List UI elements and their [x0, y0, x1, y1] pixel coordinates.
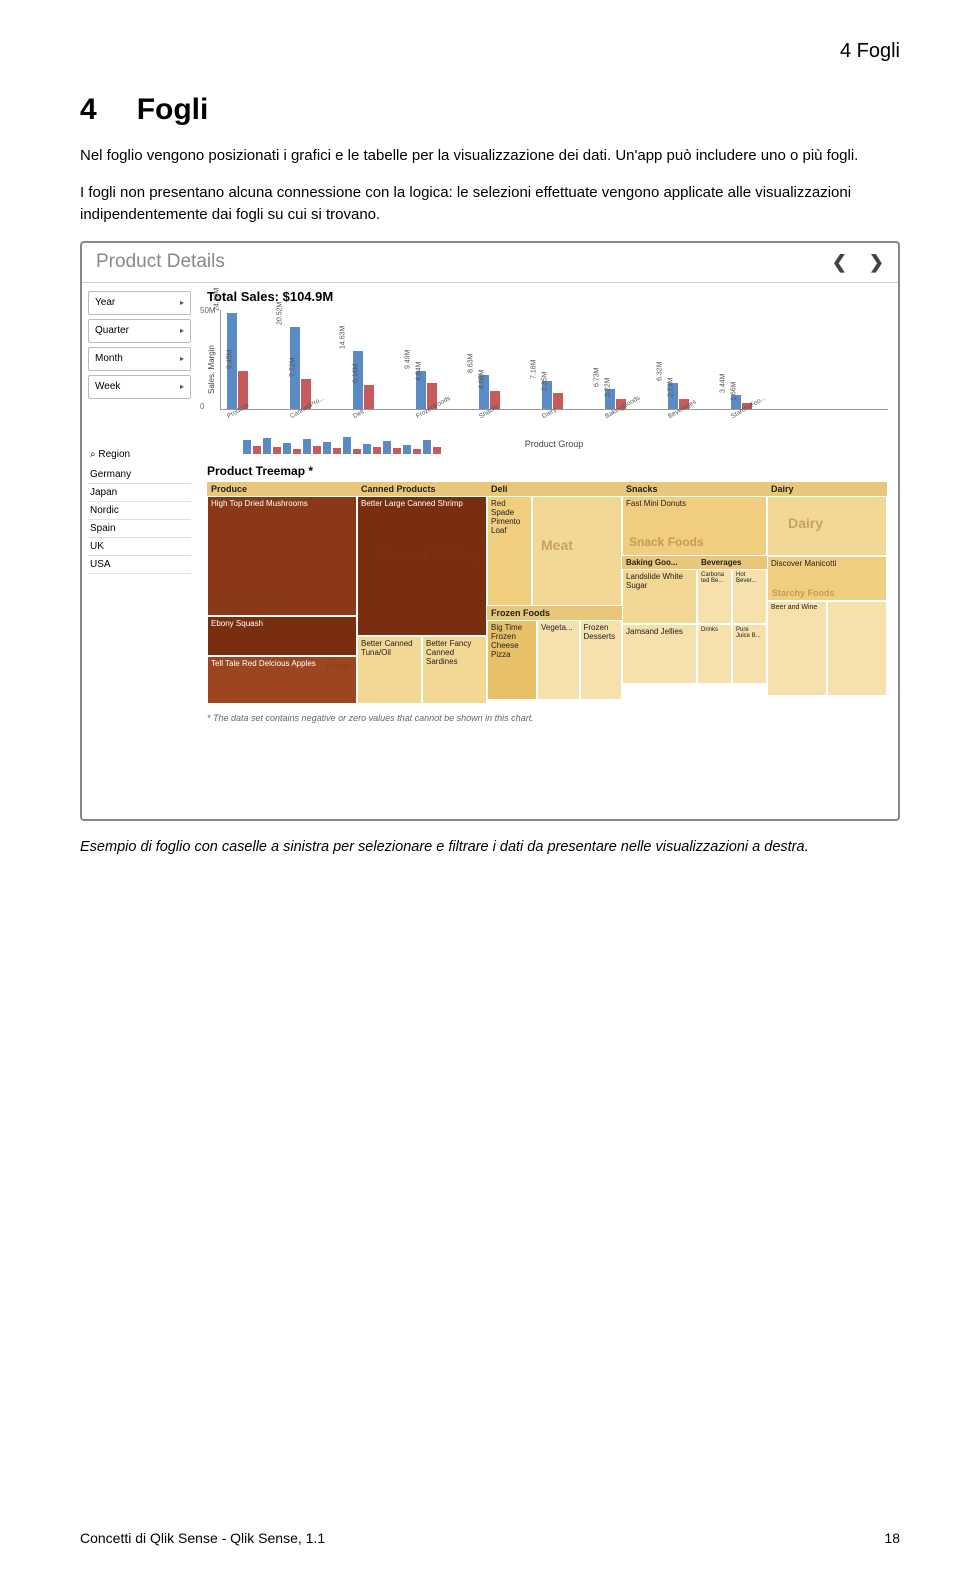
- tm-head-snacks: Snacks: [622, 482, 767, 496]
- region-list: GermanyJapanNordicSpainUKUSA: [88, 466, 191, 574]
- filter-panel: Year▸ Quarter▸ Month▸ Week▸ ⌕ Region German…: [82, 283, 197, 821]
- tm-cell[interactable]: Better Large Canned Shrimp Canned Shrimp: [357, 496, 487, 636]
- tm-ghost-label: Vegetables: [214, 595, 287, 611]
- sheet-title: Product Details: [96, 251, 225, 273]
- footer-doc-title: Concetti di Qlik Sense - Qlik Sense, 1.1: [80, 1530, 325, 1546]
- footer-page-number: 18: [884, 1530, 900, 1546]
- bar-group[interactable]: 14.63M6.16M: [353, 351, 374, 409]
- bar-chart: Sales, Margin 50M 0 24.16M9.45M20.52M7.7…: [207, 310, 888, 430]
- screenshot-figure: Product Details ❮ ❯ Year▸ Quarter▸ Month▸ W…: [80, 241, 900, 821]
- region-item[interactable]: Nordic: [88, 502, 191, 520]
- tm-label: High Top Dried Mushrooms: [211, 499, 308, 508]
- visualizations-area: Total Sales: $104.9M Sales, Margin 50M 0…: [197, 283, 898, 821]
- tm-cell[interactable]: Tell Tale Red Delcious Apples Fruit: [207, 656, 357, 704]
- y-axis-label: Sales, Margin: [207, 310, 216, 430]
- tm-ghost-label: Canned Shrimp: [376, 547, 479, 563]
- tm-cell[interactable]: Vegeta...: [537, 620, 580, 700]
- kpi-total-sales: Total Sales: $104.9M: [207, 289, 888, 304]
- tm-label: Fast Mini Donuts: [626, 499, 686, 508]
- section-number: 4: [80, 93, 97, 127]
- mini-bar: [413, 449, 421, 454]
- bar-group[interactable]: 8.63M4.05M: [479, 375, 500, 409]
- mini-bar: [293, 449, 301, 454]
- tm-cell[interactable]: Drinks: [697, 624, 732, 684]
- figure-caption: Esempio di foglio con caselle a sinistra…: [80, 837, 900, 857]
- section-heading: 4 Fogli: [80, 93, 900, 127]
- region-item[interactable]: Spain: [88, 520, 191, 538]
- tm-ghost-label: Snack Foods: [629, 535, 704, 549]
- tm-head-produce: Produce: [207, 482, 357, 496]
- region-item[interactable]: UK: [88, 538, 191, 556]
- tm-cell[interactable]: [827, 601, 887, 696]
- tm-cell[interactable]: Hot Bever...: [732, 569, 767, 624]
- tm-ghost-label: Starchy Foods: [772, 588, 835, 598]
- filter-quarter[interactable]: Quarter▸: [88, 319, 191, 343]
- tm-cell[interactable]: Discover Manicotti Starchy Foods: [767, 556, 887, 601]
- page-footer: Concetti di Qlik Sense - Qlik Sense, 1.1…: [80, 1530, 900, 1546]
- tm-head-frozen: Frozen Foods: [487, 606, 622, 620]
- running-header: 4 Fogli: [80, 40, 900, 63]
- tm-cell[interactable]: Ebony Squash: [207, 616, 357, 656]
- tm-cell[interactable]: Better Fancy Canned Sardines: [422, 636, 487, 704]
- tm-cell[interactable]: High Top Dried Mushrooms Vegetables: [207, 496, 357, 616]
- tm-ghost-label: Fruit: [326, 661, 350, 673]
- paragraph-2: I fogli non presentano alcuna connession…: [80, 182, 900, 227]
- tm-cell[interactable]: Dairy: [767, 496, 887, 556]
- filter-month[interactable]: Month▸: [88, 347, 191, 371]
- treemap-title: Product Treemap *: [207, 464, 888, 478]
- tm-cell[interactable]: Frozen Desserts: [580, 620, 623, 700]
- prev-sheet-icon[interactable]: ❮: [832, 252, 847, 273]
- region-item[interactable]: Japan: [88, 484, 191, 502]
- tm-cell[interactable]: Meat: [532, 496, 622, 606]
- tm-head-canned: Canned Products: [357, 482, 487, 496]
- tm-cell[interactable]: Big Time Frozen Cheese Pizza: [487, 620, 537, 700]
- mini-bar: [353, 449, 361, 454]
- tm-label: Better Large Canned Shrimp: [361, 499, 463, 508]
- tm-head-bev: Beverages: [697, 556, 767, 569]
- bar-group[interactable]: 24.16M9.45M: [227, 313, 248, 409]
- tm-cell[interactable]: Better Canned Tuna/Oil: [357, 636, 422, 704]
- tm-cell[interactable]: Fast Mini Donuts Snack Foods: [622, 496, 767, 556]
- tm-head-deli: Deli: [487, 482, 622, 496]
- tm-ghost-label: Dairy: [788, 515, 823, 531]
- tm-cell[interactable]: Red Spade Pimento Loaf: [487, 496, 532, 606]
- treemap: Produce High Top Dried Mushrooms Vegetab…: [207, 482, 887, 707]
- tm-label: Landslide White Sugar: [626, 572, 683, 590]
- region-search-label: ⌕ Region: [90, 449, 191, 460]
- sheet-header: Product Details ❮ ❯: [82, 243, 898, 283]
- tm-label: Tell Tale Red Delcious Apples: [211, 659, 316, 668]
- tm-cell[interactable]: Carbona ted Be...: [697, 569, 732, 624]
- tm-cell[interactable]: Pure Juice B...: [732, 624, 767, 684]
- region-item[interactable]: USA: [88, 556, 191, 574]
- tm-head-baking: Baking Goo...: [622, 556, 697, 569]
- paragraph-1: Nel foglio vengono posizionati i grafici…: [80, 145, 900, 168]
- next-sheet-icon[interactable]: ❯: [869, 252, 884, 273]
- section-title-text: Fogli: [137, 93, 209, 126]
- filter-week[interactable]: Week▸: [88, 375, 191, 399]
- y-tick-bottom: 0: [200, 402, 204, 411]
- bar-group[interactable]: 20.52M7.72M: [290, 327, 311, 409]
- tm-cell[interactable]: Beer and Wine: [767, 601, 827, 696]
- tm-ghost-label: Meat: [541, 537, 573, 553]
- filter-year[interactable]: Year▸: [88, 291, 191, 315]
- tm-cell[interactable]: Landslide White Sugar: [622, 569, 697, 624]
- tm-label: Discover Manicotti: [771, 559, 836, 568]
- tm-cell[interactable]: Jamsand Jellies: [622, 624, 697, 684]
- region-item[interactable]: Germany: [88, 466, 191, 484]
- x-axis-label: Product Group: [220, 439, 888, 449]
- tm-head-dairy: Dairy: [767, 482, 887, 496]
- treemap-footnote: * The data set contains negative or zero…: [207, 713, 888, 723]
